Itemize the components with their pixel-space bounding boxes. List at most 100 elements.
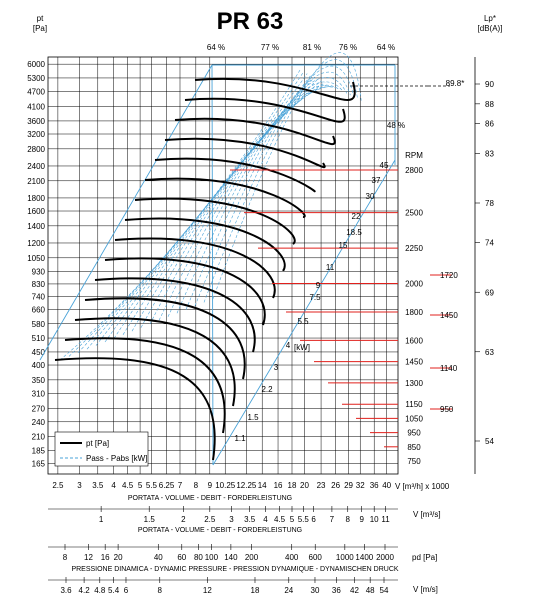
power-label: 2.2 — [261, 385, 273, 394]
legend-label-power: Pass - Pabs [kW] — [86, 454, 147, 463]
y-tick-label: 1400 — [27, 222, 45, 231]
x3-tick-label: 60 — [177, 553, 186, 562]
rpm-label: 1800 — [405, 308, 423, 317]
power-curve-10 — [149, 86, 337, 325]
power-label: 1.5 — [247, 413, 259, 422]
legend-label-pressure: pt [Pa] — [86, 439, 109, 448]
power-label: 3 — [274, 363, 279, 372]
x3-tick-label: 600 — [309, 553, 323, 562]
y-tick-label: 2400 — [27, 162, 45, 171]
power-curve-11 — [158, 84, 340, 321]
x1-axis-title: PORTATA - VOLUME - DEBIT - FORDERLEISTUN… — [128, 495, 292, 502]
x3-tick-label: 140 — [224, 553, 238, 562]
x4-tick-label: 18 — [251, 586, 260, 595]
power-label: 5.5 — [297, 317, 309, 326]
left-axis-unit-top: pt — [37, 14, 44, 23]
power-curve-12 — [167, 81, 344, 317]
x2-tick-label: 5.5 — [298, 515, 310, 524]
db-tick-label: 86 — [485, 120, 494, 129]
x1-tick-label: 9 — [208, 481, 213, 490]
db-tick-label: 63 — [485, 348, 494, 357]
x1-tick-label: 5.5 — [146, 481, 158, 490]
x2-tick-label: 10 — [370, 515, 379, 524]
pressure-curve-13 — [184, 97, 346, 123]
y-tick-label: 4700 — [27, 87, 45, 96]
y-tick-label: 5300 — [27, 74, 45, 83]
x3-tick-label: 8 — [63, 553, 68, 562]
db-tick-label: 69 — [485, 288, 494, 297]
rpm-highlight-label: 1140 — [440, 364, 458, 373]
x2-tick-label: 5 — [290, 515, 295, 524]
x2-tick-label: 1 — [99, 515, 104, 524]
power-label: 22 — [352, 212, 361, 221]
x2-tick-label: 2 — [181, 515, 186, 524]
y-tick-label: 165 — [32, 459, 46, 468]
x4-tick-label: 48 — [366, 586, 375, 595]
rpm-highlight-label: 1720 — [440, 271, 458, 280]
x3-tick-label: 200 — [245, 553, 259, 562]
x4-tick-label: 3.6 — [60, 586, 72, 595]
x1-tick-label: 40 — [382, 481, 391, 490]
y-tick-label: 270 — [32, 405, 46, 414]
pressure-curve-4 — [94, 277, 256, 353]
x1-unit: V [m³/h] x 1000 — [395, 482, 450, 491]
x1-tick-label: 3 — [77, 481, 82, 490]
power-label: 15 — [339, 241, 348, 250]
y-tick-label: 3600 — [27, 117, 45, 126]
x4-tick-label: 36 — [332, 586, 341, 595]
x1-tick-label: 26 — [331, 481, 340, 490]
x1-tick-label: 5 — [138, 481, 143, 490]
y-tick-label: 4100 — [27, 102, 45, 111]
x3-tick-label: 40 — [154, 553, 163, 562]
power-curve-9 — [140, 85, 333, 328]
x1-tick-label: 7 — [178, 481, 183, 490]
x4-tick-label: 24 — [284, 586, 293, 595]
rpm-label: 850 — [407, 443, 421, 452]
x4-tick-label: 12 — [203, 586, 212, 595]
power-label: 1.1 — [234, 434, 246, 443]
rpm-label: 750 — [407, 457, 421, 466]
x2-tick-label: 1.5 — [144, 515, 156, 524]
power-curve-1 — [68, 71, 304, 357]
power-label: 18.5 — [346, 228, 362, 237]
x3-tick-label: 2000 — [376, 553, 394, 562]
pressure-curve-7 — [124, 217, 286, 272]
x1-tick-label: 32 — [356, 481, 365, 490]
x1-tick-label: 20 — [300, 481, 309, 490]
rpm-label: 1600 — [405, 336, 423, 345]
power-unit-label: [kW] — [294, 343, 310, 352]
rpm-label: 2250 — [405, 244, 423, 253]
db-tick-label: 54 — [485, 437, 494, 446]
y-tick-label: 830 — [32, 280, 46, 289]
pressure-curve-6 — [114, 237, 276, 299]
power-curve-0 — [59, 69, 301, 361]
x4-tick-label: 54 — [380, 586, 389, 595]
pressure-curve-10 — [154, 157, 316, 193]
db-tick-label: 83 — [485, 149, 494, 158]
x1-tick-label: 18 — [288, 481, 297, 490]
x3-tick-label: 100 — [205, 553, 219, 562]
x3-tick-label: 80 — [194, 553, 203, 562]
y-tick-label: 580 — [32, 320, 46, 329]
efficiency-label: 81 % — [303, 43, 321, 52]
x4-tick-label: 8 — [158, 586, 163, 595]
pressure-curve-5 — [104, 257, 266, 326]
x2-tick-label: 6 — [311, 515, 316, 524]
y-tick-label: 3200 — [27, 130, 45, 139]
x2-tick-label: 7 — [330, 515, 335, 524]
y-tick-label: 660 — [32, 305, 46, 314]
x3-unit: pd [Pa] — [412, 553, 437, 562]
plot-frame — [47, 56, 399, 475]
efficiency-label: 76 % — [339, 43, 357, 52]
x1-tick-label: 29 — [344, 481, 353, 490]
power-curve-13 — [176, 77, 348, 314]
x3-tick-label: 20 — [114, 553, 123, 562]
pressure-curve-3 — [84, 297, 246, 380]
x2-tick-label: 9 — [359, 515, 364, 524]
x2-tick-label: 11 — [381, 515, 390, 524]
rpm-label: 2800 — [405, 166, 423, 175]
pressure-curve-1 — [64, 337, 226, 434]
efficiency-label: 64 % — [377, 43, 395, 52]
y-tick-label: 210 — [32, 433, 46, 442]
